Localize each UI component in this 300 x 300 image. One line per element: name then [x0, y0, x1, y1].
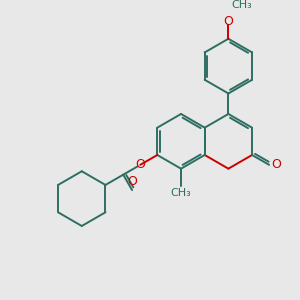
- Text: O: O: [135, 158, 145, 171]
- Text: CH₃: CH₃: [171, 188, 191, 198]
- Text: CH₃: CH₃: [231, 0, 252, 10]
- Text: O: O: [271, 158, 281, 171]
- Text: O: O: [127, 175, 137, 188]
- Text: O: O: [224, 15, 233, 28]
